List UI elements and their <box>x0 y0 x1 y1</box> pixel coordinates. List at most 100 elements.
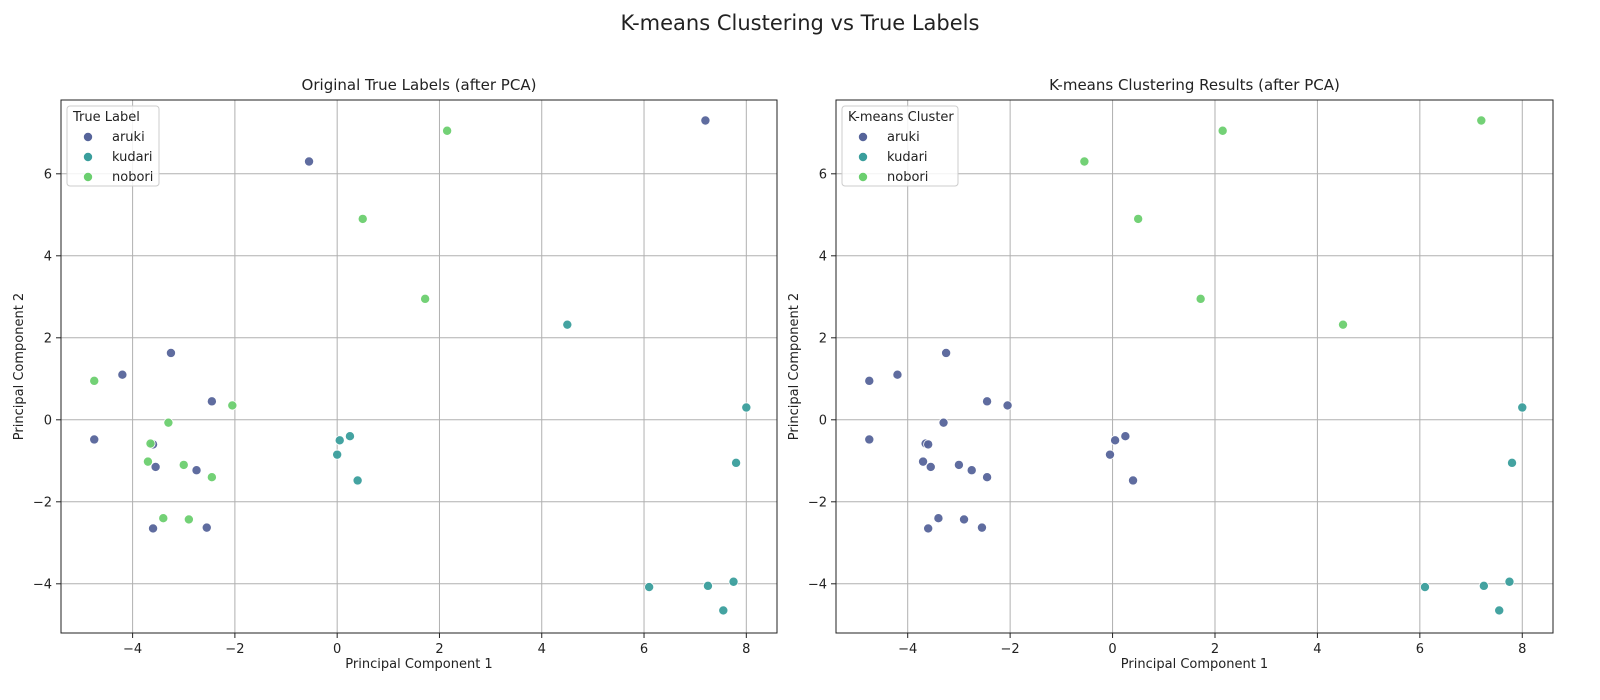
data-point-aruki <box>304 156 315 167</box>
data-point-aruki <box>191 465 202 476</box>
data-point-aruki <box>1120 431 1131 442</box>
legend-label-nobori: nobori <box>112 170 153 185</box>
data-point-aruki <box>148 523 159 534</box>
axes-frame <box>60 99 778 634</box>
data-point-aruki <box>201 522 212 533</box>
y-tick-label: 4 <box>819 249 827 264</box>
data-point-kudari <box>1507 457 1518 468</box>
data-point-aruki <box>923 439 934 450</box>
data-point-kudari <box>352 475 363 486</box>
x-axis-label: Principal Component 1 <box>1121 657 1268 672</box>
data-point-aruki <box>89 434 100 445</box>
data-point-kudari <box>1517 402 1528 413</box>
y-tick-label: 0 <box>819 413 827 428</box>
data-point-kudari <box>702 580 713 591</box>
data-point-kudari <box>334 435 345 446</box>
legend-marker-nobori <box>83 171 94 182</box>
data-point-nobori <box>142 456 153 467</box>
x-axis-label: Principal Component 1 <box>345 657 492 672</box>
legend-box <box>841 105 959 187</box>
legend-marker-aruki <box>858 131 869 142</box>
data-point-nobori <box>442 125 453 136</box>
data-point-nobori <box>158 513 169 524</box>
legend-marker-kudari <box>858 151 869 162</box>
data-point-kudari <box>562 319 573 330</box>
panel-title: Original True Labels (after PCA) <box>302 76 537 94</box>
axes-frame <box>835 99 1554 634</box>
data-point-aruki <box>864 375 875 386</box>
x-tick-label: 6 <box>640 642 648 657</box>
y-tick-label: −4 <box>33 577 52 592</box>
data-point-aruki <box>918 456 929 467</box>
legend-marker-kudari <box>83 151 94 162</box>
data-point-nobori <box>89 375 100 386</box>
data-point-kudari <box>741 402 752 413</box>
data-point-aruki <box>206 396 217 407</box>
data-point-nobori <box>183 514 194 525</box>
data-point-aruki <box>923 523 934 534</box>
y-tick-label: −4 <box>808 577 827 592</box>
data-point-nobori <box>145 438 156 449</box>
legend-label-kudari: kudari <box>887 150 928 165</box>
data-point-nobori <box>163 417 174 428</box>
data-point-nobori <box>206 472 217 483</box>
data-point-aruki <box>117 369 128 380</box>
data-point-nobori <box>227 400 238 411</box>
data-point-aruki <box>982 396 993 407</box>
data-point-kudari <box>718 605 729 616</box>
x-tick-label: −2 <box>1001 642 1020 657</box>
data-point-kudari <box>1478 580 1489 591</box>
data-point-nobori <box>1079 156 1090 167</box>
legend-label-aruki: aruki <box>887 130 920 145</box>
data-point-aruki <box>150 461 161 472</box>
data-point-nobori <box>1195 293 1206 304</box>
panel-title: K-means Clustering Results (after PCA) <box>1049 76 1340 94</box>
data-point-kudari <box>1504 576 1515 587</box>
data-point-kudari <box>332 449 343 460</box>
data-point-aruki <box>982 472 993 483</box>
legend: K-means Cluster aruki kudari nobori <box>841 105 959 187</box>
y-axis-label: Principal Component 2 <box>12 293 27 440</box>
x-tick-label: 0 <box>333 642 341 657</box>
data-point-nobori <box>1476 115 1487 126</box>
x-tick-label: −4 <box>123 642 142 657</box>
y-tick-label: 0 <box>44 413 52 428</box>
data-point-aruki <box>976 522 987 533</box>
y-tick-label: −2 <box>808 495 827 510</box>
legend-title: K-means Cluster <box>848 110 954 125</box>
data-point-aruki <box>864 434 875 445</box>
data-point-aruki <box>966 465 977 476</box>
x-tick-label: 6 <box>1416 642 1424 657</box>
data-point-kudari <box>728 576 739 587</box>
data-point-kudari <box>1494 605 1505 616</box>
x-tick-label: 8 <box>1518 642 1526 657</box>
data-point-aruki <box>165 347 176 358</box>
data-point-nobori <box>1133 213 1144 224</box>
data-point-nobori <box>1217 125 1228 136</box>
x-tick-label: 4 <box>538 642 546 657</box>
data-point-kudari <box>731 457 742 468</box>
left-scatter-panel: −4 −2 0 2 4 6 8 −4 −2 0 2 4 6 Original True Labels (a… <box>12 76 778 672</box>
data-point-aruki <box>933 513 944 524</box>
legend-label-kudari: kudari <box>112 150 153 165</box>
y-tick-label: 2 <box>819 331 827 346</box>
legend-marker-aruki <box>83 131 94 142</box>
data-point-aruki <box>1104 449 1115 460</box>
data-point-aruki <box>925 461 936 472</box>
data-point-aruki <box>700 115 711 126</box>
x-tick-label: 2 <box>435 642 443 657</box>
x-tick-label: −2 <box>225 642 244 657</box>
data-point-nobori <box>178 459 189 470</box>
y-tick-label: −2 <box>33 495 52 510</box>
data-point-kudari <box>344 431 355 442</box>
x-tick-label: 4 <box>1313 642 1321 657</box>
x-tick-label: 0 <box>1108 642 1116 657</box>
data-point-aruki <box>938 417 949 428</box>
data-point-aruki <box>953 459 964 470</box>
y-tick-label: 6 <box>44 167 52 182</box>
data-point-aruki <box>1002 400 1013 411</box>
legend: True Label aruki kudari nobori <box>66 105 160 187</box>
legend-label-nobori: nobori <box>887 170 928 185</box>
y-tick-label: 6 <box>819 167 827 182</box>
